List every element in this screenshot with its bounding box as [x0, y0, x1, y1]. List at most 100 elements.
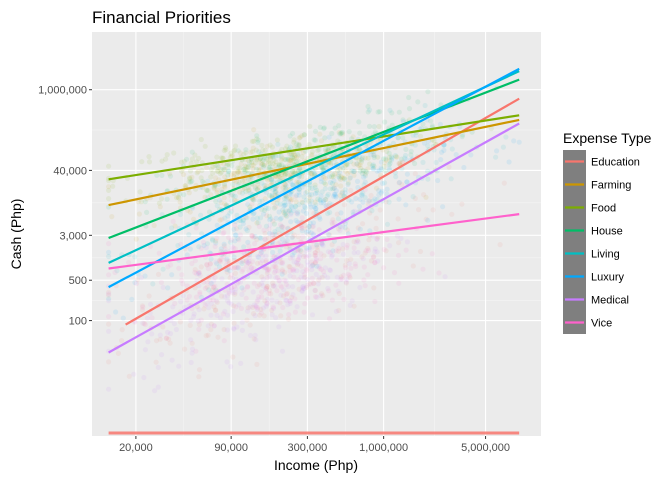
data-point [205, 332, 211, 338]
data-point [262, 236, 268, 242]
data-point [201, 306, 207, 312]
data-point [255, 220, 261, 226]
data-point [290, 292, 296, 298]
data-point [106, 359, 112, 365]
data-point [170, 218, 176, 224]
data-point [189, 178, 195, 184]
data-point [343, 162, 349, 168]
data-point [222, 201, 228, 207]
data-point [270, 187, 276, 193]
data-point [268, 307, 275, 313]
data-point [171, 150, 177, 156]
data-point [274, 174, 280, 180]
data-point [259, 289, 265, 295]
data-point [194, 170, 200, 176]
data-point [218, 246, 224, 252]
data-point [235, 182, 241, 188]
data-point [176, 363, 182, 369]
data-point [106, 241, 112, 247]
data-point [255, 305, 261, 311]
data-point [238, 360, 244, 366]
data-point [259, 206, 265, 212]
data-point [267, 164, 273, 170]
data-point [312, 171, 318, 177]
data-point [325, 232, 332, 238]
data-point [296, 254, 302, 260]
data-point [254, 215, 260, 221]
data-point [266, 290, 272, 296]
legend-label-farming: Farming [591, 180, 631, 192]
data-point [231, 148, 237, 154]
data-point [299, 225, 305, 231]
data-point [355, 225, 361, 231]
data-point [280, 304, 286, 311]
data-point [357, 162, 363, 168]
data-point [332, 193, 338, 199]
data-point [229, 287, 235, 293]
data-point [291, 139, 297, 145]
data-point [204, 284, 210, 290]
data-point [119, 327, 125, 333]
data-point [140, 320, 146, 326]
data-point [370, 166, 376, 172]
data-point [396, 161, 402, 167]
data-point [189, 156, 195, 162]
data-point [325, 202, 331, 208]
data-point [303, 266, 309, 272]
data-point [345, 231, 351, 237]
data-point [506, 159, 512, 165]
data-point [237, 232, 244, 238]
data-point [214, 189, 220, 195]
data-point [440, 204, 446, 210]
data-point [187, 209, 193, 215]
data-point [281, 287, 287, 293]
data-point [248, 264, 255, 270]
data-point [295, 256, 301, 262]
data-point [139, 159, 145, 165]
data-point [243, 164, 249, 170]
data-point [337, 192, 343, 199]
data-point [425, 143, 431, 149]
data-point [266, 176, 272, 182]
data-point [253, 185, 259, 192]
data-point [305, 228, 311, 234]
data-point [322, 181, 329, 187]
data-point [274, 288, 280, 294]
data-point [384, 148, 390, 154]
data-point [208, 300, 214, 307]
data-point [322, 265, 328, 271]
data-point [259, 162, 265, 168]
data-point [302, 205, 309, 211]
data-point [303, 248, 309, 254]
data-point [317, 275, 323, 281]
data-point [442, 274, 448, 280]
data-point [277, 239, 283, 245]
data-point [194, 271, 200, 277]
data-point [173, 195, 180, 201]
data-point [340, 165, 346, 171]
data-point [378, 166, 384, 173]
data-point [295, 158, 302, 164]
data-point [363, 248, 369, 254]
data-point [330, 174, 336, 180]
data-point [231, 303, 237, 309]
data-point [189, 260, 195, 267]
data-point [460, 132, 466, 138]
data-point [292, 203, 298, 209]
data-point [149, 331, 155, 337]
data-point [287, 268, 293, 274]
data-point [239, 178, 245, 184]
data-point [347, 175, 353, 181]
data-point [210, 237, 216, 243]
data-point [287, 300, 293, 307]
data-point [316, 147, 322, 153]
data-point [221, 241, 227, 247]
data-point [249, 162, 255, 168]
data-point [468, 152, 474, 158]
data-point [289, 204, 295, 210]
data-point [230, 181, 236, 187]
data-point [309, 267, 315, 273]
data-point [176, 265, 182, 271]
data-point [272, 162, 279, 168]
data-point [425, 176, 431, 182]
